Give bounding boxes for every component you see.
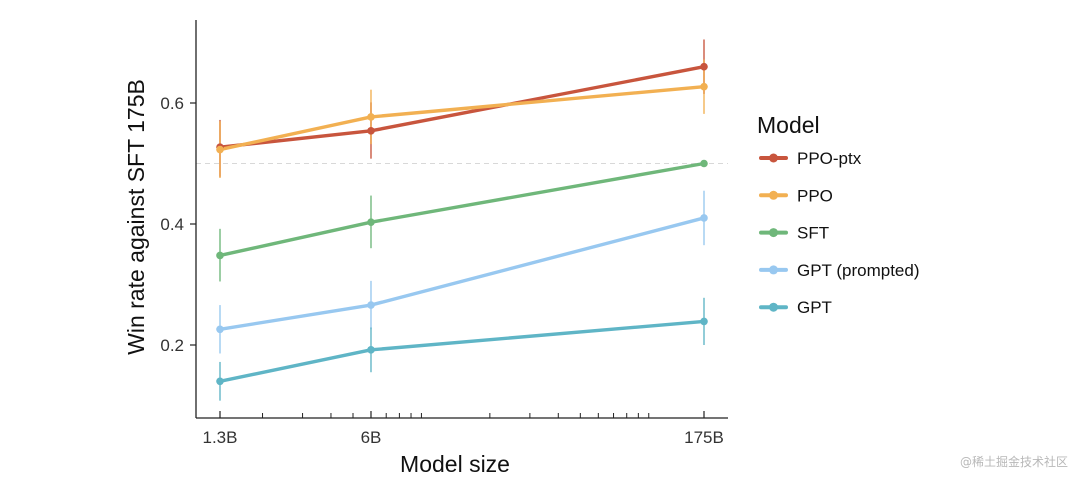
data-point — [700, 82, 708, 91]
x-tick-label: 175B — [684, 428, 724, 447]
series-lines — [218, 64, 706, 383]
data-point — [700, 62, 708, 71]
x-axis-title: Model size — [400, 451, 510, 477]
legend-swatch-dot — [769, 153, 778, 163]
data-point — [367, 127, 375, 135]
watermark: @稀土掘金技术社区 — [959, 455, 1068, 469]
x-tick-label: 1.3B — [203, 428, 238, 447]
series-line-gpt — [218, 319, 706, 383]
data-point — [367, 301, 375, 309]
y-tick-label: 0.6 — [160, 94, 184, 113]
legend-swatch-dot — [769, 190, 778, 200]
x-tick-label: 6B — [361, 428, 382, 447]
legend-title: Model — [757, 112, 820, 138]
data-point — [700, 317, 708, 326]
legend-label: PPO — [797, 186, 833, 205]
legend-swatch-dot — [769, 228, 778, 238]
legend-label: GPT — [797, 298, 832, 317]
y-axis-ticks: 0.2 0.4 0.6 — [160, 94, 196, 355]
series-line-gpt-prompted — [218, 216, 706, 331]
data-point — [367, 218, 375, 226]
y-tick-label: 0.2 — [160, 336, 184, 355]
data-point — [700, 214, 708, 222]
data-point — [216, 325, 224, 334]
x-axis-ticks: 1.3B 6B 175B — [203, 411, 724, 447]
legend-label: GPT (prompted) — [797, 261, 920, 280]
legend: Model PPO-ptx PPO SFT GPT (prompted) GPT — [757, 112, 920, 317]
legend-label: PPO-ptx — [797, 149, 862, 168]
data-point — [700, 159, 708, 168]
data-point — [216, 377, 224, 386]
legend-swatch-dot — [769, 302, 778, 312]
series-line-sft — [218, 161, 706, 258]
data-point — [367, 113, 375, 121]
data-point — [367, 346, 375, 354]
legend-label: SFT — [797, 224, 829, 243]
legend-swatch-dot — [769, 265, 778, 275]
data-point — [216, 251, 224, 260]
data-points — [216, 62, 708, 386]
y-axis-title: Win rate against SFT 175B — [123, 79, 149, 355]
data-point — [216, 145, 224, 154]
y-tick-label: 0.4 — [160, 215, 184, 234]
